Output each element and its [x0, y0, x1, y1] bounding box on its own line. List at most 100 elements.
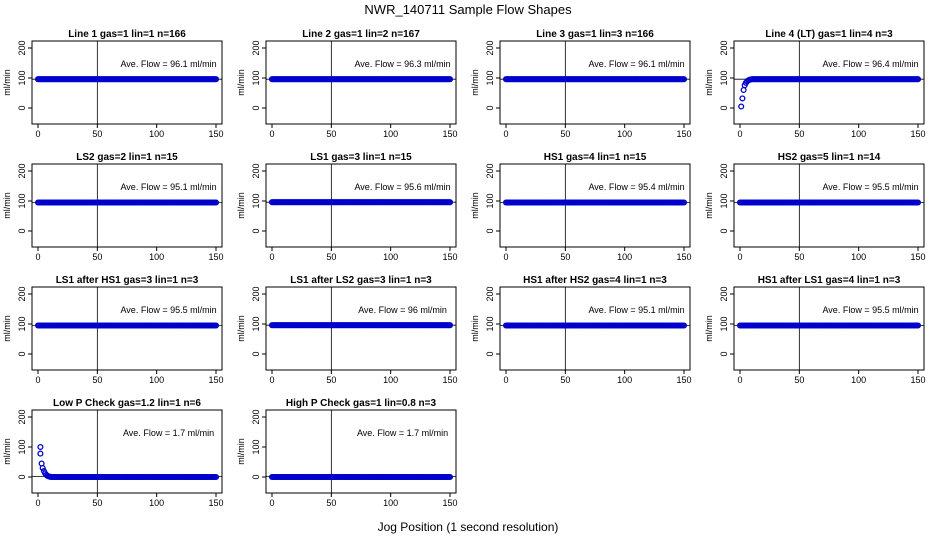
panel-title: LS1 after LS2 gas=3 lin=1 n=3 — [290, 275, 432, 286]
x-tick-label: 150 — [208, 375, 223, 385]
x-tick-label: 50 — [92, 498, 102, 508]
plot-frame — [499, 286, 691, 371]
x-tick-label: 100 — [851, 252, 866, 262]
data-point — [446, 76, 454, 83]
y-axis-label: ml/min — [704, 192, 714, 219]
x-tick-label: 100 — [617, 375, 632, 385]
panel-title: LS1 after HS1 gas=3 lin=1 n=3 — [56, 275, 199, 286]
y-axis-label: ml/min — [2, 69, 12, 96]
y-tick-label: 200 — [719, 286, 729, 301]
x-tick-label: 50 — [326, 498, 336, 508]
x-tick-label: 0 — [269, 252, 274, 262]
plot-frame — [499, 163, 691, 248]
y-tick-label: 200 — [251, 40, 261, 55]
data-point — [212, 473, 220, 481]
x-tick-label: 100 — [851, 129, 866, 139]
y-tick-label: 0 — [485, 228, 495, 233]
x-tick-label: 100 — [149, 498, 164, 508]
y-tick-label: 100 — [485, 316, 495, 331]
y-tick-label: 0 — [251, 228, 261, 233]
plot-frame — [31, 163, 223, 248]
y-tick-label: 200 — [485, 163, 495, 178]
panel-title: Line 3 gas=1 lin=3 n=166 — [536, 29, 654, 40]
y-axis-label: ml/min — [470, 69, 480, 96]
data-point — [740, 86, 747, 94]
x-tick-label: 100 — [383, 129, 398, 139]
y-tick-label: 200 — [17, 409, 27, 424]
y-tick-label: 200 — [17, 163, 27, 178]
x-tick-label: 0 — [269, 129, 274, 139]
average-flow-annotation: Ave. Flow = 1.7 ml/min — [123, 428, 214, 438]
average-flow-annotation: Ave. Flow = 95.5 ml/min — [822, 305, 918, 315]
y-tick-label: 200 — [251, 409, 261, 424]
data-point — [914, 199, 922, 206]
x-tick-label: 100 — [149, 375, 164, 385]
data-point — [914, 322, 922, 329]
data-point — [680, 199, 688, 206]
chart-panel-8: HS2 gas=5 lin=1 n=14 0 50 100 150 0 100 200 ml/m… — [704, 152, 926, 262]
data-point — [37, 443, 44, 451]
average-flow-annotation: Ave. Flow = 96.1 ml/min — [120, 59, 216, 69]
y-tick-label: 0 — [719, 351, 729, 356]
data-point — [738, 103, 745, 110]
x-tick-label: 100 — [383, 498, 398, 508]
x-tick-label: 0 — [269, 375, 274, 385]
x-tick-label: 50 — [92, 129, 102, 139]
x-tick-label: 150 — [442, 252, 457, 262]
panel-title: Low P Check gas=1.2 lin=1 n=6 — [53, 398, 201, 409]
data-point — [446, 199, 454, 206]
data-point — [739, 95, 746, 102]
y-tick-label: 100 — [251, 316, 261, 331]
y-tick-label: 100 — [251, 193, 261, 208]
y-tick-label: 100 — [17, 193, 27, 208]
chart-panel-14: High P Check gas=1 lin=0.8 n=3 0 50 100 150 0… — [236, 398, 458, 508]
average-flow-annotation: Ave. Flow = 95.5 ml/min — [120, 305, 216, 315]
chart-panel-6: LS1 gas=3 lin=1 n=15 0 50 100 150 0 100 200 ml/m… — [236, 152, 458, 262]
chart-panel-4: Line 4 (LT) gas=1 lin=4 n=3 0 50 100 150 0 100… — [704, 29, 926, 139]
x-tick-label: 100 — [851, 375, 866, 385]
figure-x-axis-label: Jog Position (1 second resolution) — [378, 520, 559, 534]
x-tick-label: 50 — [326, 129, 336, 139]
chart-panel-13: Low P Check gas=1.2 lin=1 n=6 0 50 100 150 0 1… — [2, 398, 224, 508]
average-flow-annotation: Ave. Flow = 95.1 ml/min — [588, 305, 684, 315]
x-tick-label: 150 — [442, 375, 457, 385]
chart-panel-2: Line 2 gas=1 lin=2 n=167 0 50 100 150 0 100 200… — [236, 29, 458, 139]
x-tick-label: 0 — [737, 252, 742, 262]
x-tick-label: 100 — [617, 129, 632, 139]
y-tick-label: 0 — [719, 228, 729, 233]
y-tick-label: 0 — [17, 105, 27, 110]
x-tick-label: 50 — [560, 252, 570, 262]
chart-panel-12: HS1 after LS1 gas=4 lin=1 n=3 0 50 100 150 0 1… — [704, 275, 926, 385]
plot-frame — [31, 40, 223, 125]
y-axis-label: ml/min — [470, 192, 480, 219]
x-tick-label: 50 — [560, 129, 570, 139]
y-tick-label: 200 — [485, 286, 495, 301]
panel-title: HS1 after LS1 gas=4 lin=1 n=3 — [758, 275, 901, 286]
data-point — [446, 322, 454, 329]
x-tick-label: 100 — [149, 129, 164, 139]
y-tick-label: 0 — [485, 351, 495, 356]
y-tick-label: 100 — [251, 70, 261, 85]
x-tick-label: 0 — [35, 252, 40, 262]
x-tick-label: 50 — [794, 252, 804, 262]
average-flow-annotation: Ave. Flow = 95.4 ml/min — [588, 182, 684, 192]
y-tick-label: 100 — [251, 439, 261, 454]
plot-frame — [265, 40, 457, 125]
chart-panel-1: Line 1 gas=1 lin=1 n=166 0 50 100 150 0 100 200… — [2, 29, 224, 139]
x-tick-label: 100 — [383, 375, 398, 385]
y-tick-label: 0 — [485, 105, 495, 110]
x-tick-label: 50 — [92, 252, 102, 262]
x-tick-label: 100 — [617, 252, 632, 262]
data-point — [680, 76, 688, 83]
y-tick-label: 200 — [719, 163, 729, 178]
y-axis-label: ml/min — [470, 315, 480, 342]
x-tick-label: 150 — [910, 129, 925, 139]
x-tick-label: 100 — [383, 252, 398, 262]
average-flow-annotation: Ave. Flow = 95.1 ml/min — [120, 182, 216, 192]
average-flow-annotation: Ave. Flow = 96.4 ml/min — [822, 59, 918, 69]
y-axis-label: ml/min — [2, 192, 12, 219]
plot-frame — [733, 40, 925, 125]
y-tick-label: 200 — [251, 286, 261, 301]
data-point — [446, 473, 454, 481]
panels-group: Line 1 gas=1 lin=1 n=166 0 50 100 150 0 100 200… — [2, 29, 926, 508]
